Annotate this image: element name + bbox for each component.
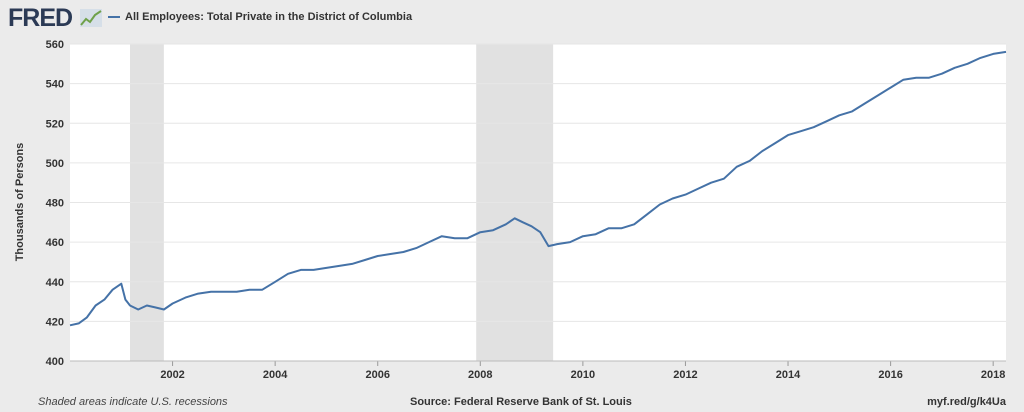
y-tick-label: 440 bbox=[46, 277, 64, 289]
y-tick-label: 540 bbox=[46, 79, 64, 91]
x-tick-label: 2010 bbox=[571, 369, 595, 381]
y-tick-label: 520 bbox=[46, 118, 64, 130]
x-tick-label: 2016 bbox=[878, 369, 902, 381]
chart-legend[interactable]: All Employees: Total Private in the Dist… bbox=[108, 11, 412, 23]
x-tick-label: 2014 bbox=[776, 369, 801, 381]
legend-series-label: All Employees: Total Private in the Dist… bbox=[125, 11, 413, 23]
chart-header: FRED All Employees: Total Private in the… bbox=[0, 0, 1024, 36]
short-link[interactable]: myf.red/g/k4Ua bbox=[927, 396, 1006, 408]
x-tick-label: 2006 bbox=[365, 369, 389, 381]
y-axis-label: Thousands of Persons bbox=[14, 142, 26, 262]
y-tick-label: 420 bbox=[46, 316, 64, 328]
fred-chart-icon bbox=[80, 9, 102, 27]
y-tick-label: 500 bbox=[46, 158, 64, 170]
x-tick-label: 2008 bbox=[468, 369, 492, 381]
y-tick-label: 460 bbox=[46, 237, 64, 249]
y-tick-label: 560 bbox=[46, 39, 64, 51]
x-tick-label: 2004 bbox=[263, 369, 288, 381]
recession-note: Shaded areas indicate U.S. recessions bbox=[38, 396, 228, 408]
x-tick-label: 2012 bbox=[673, 369, 697, 381]
fred-logo[interactable]: FRED bbox=[8, 4, 73, 32]
source-note: Source: Federal Reserve Bank of St. Loui… bbox=[410, 396, 632, 408]
legend-swatch bbox=[108, 16, 120, 18]
series-line bbox=[69, 50, 1007, 327]
y-tick-label: 400 bbox=[46, 356, 64, 368]
y-tick-label: 480 bbox=[46, 198, 64, 210]
x-tick-label: 2002 bbox=[160, 369, 184, 381]
x-tick-label: 2018 bbox=[981, 369, 1005, 381]
